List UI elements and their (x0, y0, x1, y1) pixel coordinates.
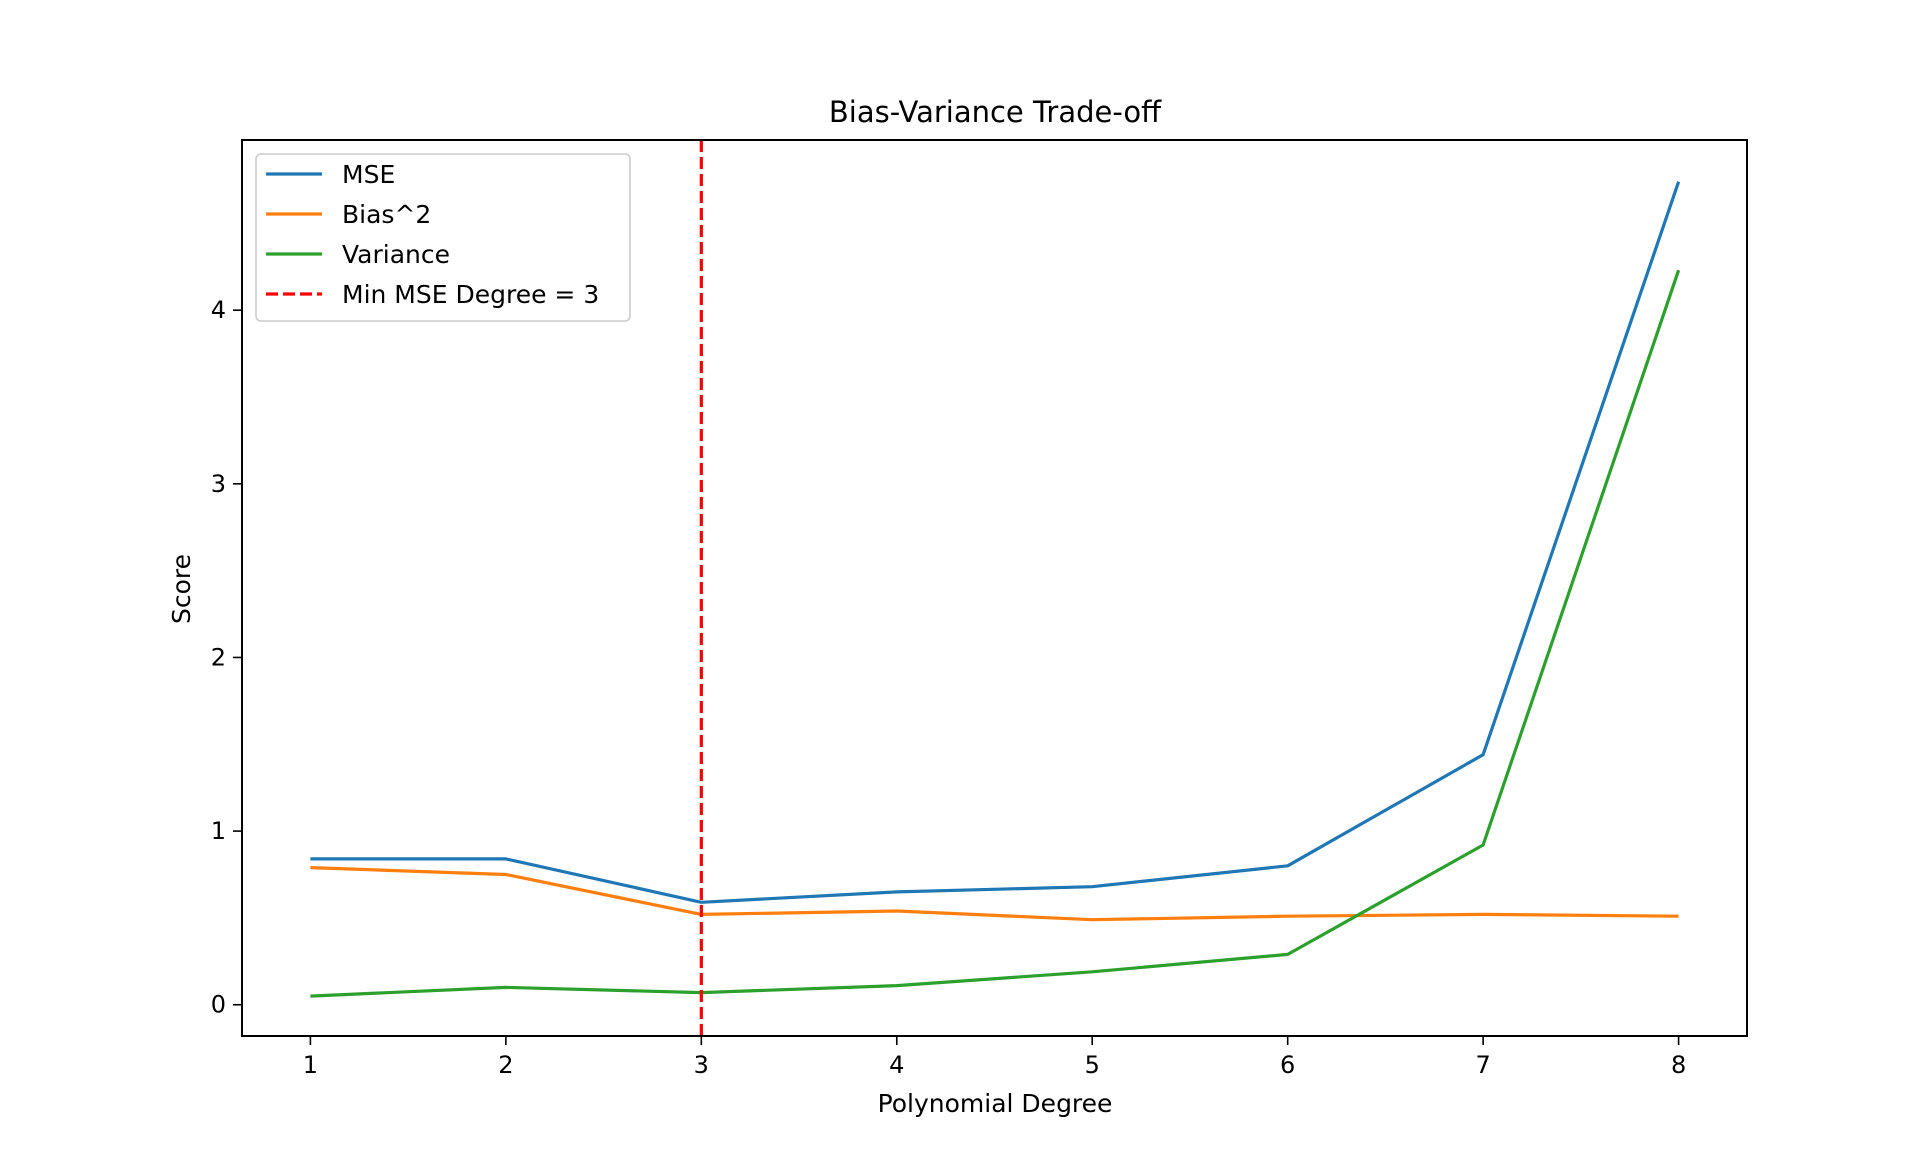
x-tick-label-2: 3 (694, 1051, 709, 1079)
x-tick-label-5: 6 (1280, 1051, 1295, 1079)
series-line-1 (310, 866, 1679, 922)
y-tick-label-0: 0 (211, 991, 226, 1019)
chart-title: Bias-Variance Trade-off (829, 95, 1162, 129)
series-line-2 (310, 269, 1681, 998)
x-tick-label-0: 1 (303, 1051, 318, 1079)
x-tick-label-3: 4 (889, 1051, 904, 1079)
legend-box (255, 153, 631, 322)
legend-label-1: Bias^2 (342, 200, 431, 229)
y-tick-label-3: 3 (211, 470, 226, 498)
series-line-0 (310, 181, 1681, 904)
x-tick-label-6: 7 (1475, 1051, 1490, 1079)
legend-label-2: Variance (342, 240, 450, 269)
plot-frame (241, 139, 1748, 1037)
y-axis-label: Score (167, 554, 196, 624)
y-tick-label-2: 2 (211, 643, 226, 671)
x-tick-label-7: 8 (1671, 1051, 1686, 1079)
legend-label-0: MSE (342, 160, 395, 189)
y-tick-label-4: 4 (211, 296, 226, 324)
x-axis-label: Polynomial Degree (878, 1089, 1113, 1118)
ticks-layer: 1 2 3 4 5 6 7 8 0 1 2 3 4 (211, 296, 1687, 1079)
x-tick-label-4: 5 (1085, 1051, 1100, 1079)
y-tick-label-1: 1 (211, 817, 226, 845)
legend: MSE Bias^2 Variance Min MSE Degree = 3 (255, 153, 631, 322)
series-layer (310, 140, 1681, 1036)
x-tick-label-1: 2 (498, 1051, 513, 1079)
legend-label-3: Min MSE Degree = 3 (342, 280, 599, 309)
